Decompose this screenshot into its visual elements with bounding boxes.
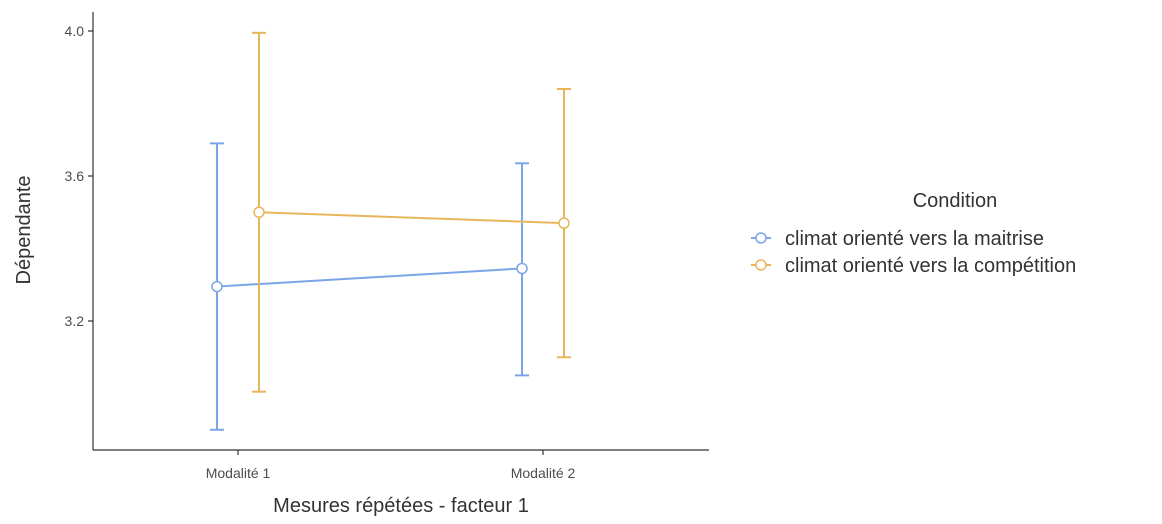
x-ticks: Modalité 1 Modalité 2 xyxy=(206,450,576,481)
legend-key-point xyxy=(755,259,767,271)
y-tick-label: 3.6 xyxy=(65,168,85,184)
series-1 xyxy=(210,142,529,431)
y-tick-label: 4.0 xyxy=(65,23,85,39)
legend-item: climat orienté vers la compétition xyxy=(751,255,1076,277)
y-axis-title: Dépendante xyxy=(13,176,35,285)
x-tick-label: Modalité 1 xyxy=(206,465,271,481)
y-tick-label: 3.2 xyxy=(65,313,85,329)
data-point xyxy=(253,206,265,218)
data-point xyxy=(211,280,223,293)
legend-items: climat orienté vers la maitrise climat or… xyxy=(751,228,1076,277)
x-tick-label: Modalité 2 xyxy=(511,465,576,481)
x-axis-title: Mesures répétées - facteur 1 xyxy=(273,495,529,517)
legend: Condition climat orienté vers la maitris… xyxy=(751,190,1076,277)
series-line xyxy=(258,211,565,225)
series-line xyxy=(216,267,523,288)
data-point xyxy=(558,217,570,229)
legend-item: climat orienté vers la maitrise xyxy=(751,228,1044,250)
legend-key-point xyxy=(755,232,767,244)
plot-area xyxy=(210,31,571,431)
legend-title: Condition xyxy=(913,190,998,212)
data-point xyxy=(516,262,528,275)
legend-label: climat orienté vers la maitrise xyxy=(785,228,1044,250)
axes xyxy=(92,12,709,451)
y-ticks: 3.2 3.6 4.0 xyxy=(65,23,93,329)
legend-label: climat orienté vers la compétition xyxy=(785,255,1076,277)
series-2 xyxy=(252,31,571,393)
